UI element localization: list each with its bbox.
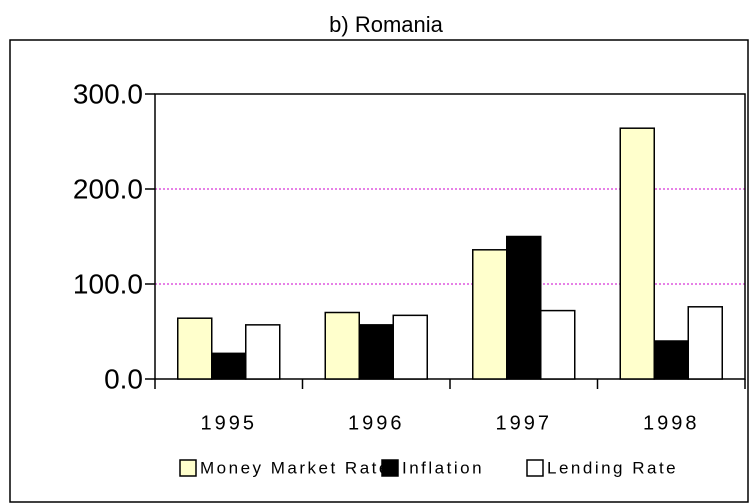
bar: [324, 311, 360, 380]
bar: [506, 235, 542, 380]
x-tick-label: 1998: [643, 412, 700, 434]
bar: [211, 352, 247, 380]
bar: [687, 306, 723, 380]
bar: [245, 324, 281, 380]
bar: [358, 324, 394, 380]
chart-title: b) Romania: [329, 12, 443, 37]
x-tick-label: 1996: [348, 412, 405, 434]
x-tick-label: 1997: [496, 412, 553, 434]
x-tick-label: 1995: [201, 412, 258, 434]
legend-swatch: [526, 459, 544, 477]
y-tick-label: 300.0: [73, 78, 143, 109]
legend-label: Inflation: [402, 458, 484, 477]
legend-swatch: [381, 459, 399, 477]
y-tick-label: 200.0: [73, 173, 143, 204]
y-tick-label: 0.0: [104, 363, 143, 394]
legend-label: Money Market Rate: [200, 458, 391, 477]
bar: [392, 314, 428, 380]
legend-label: Lending Rate: [547, 458, 678, 477]
bar: [653, 340, 689, 380]
bar: [619, 127, 655, 380]
bar: [540, 309, 576, 380]
bar: [177, 317, 213, 380]
legend-swatch: [179, 459, 197, 477]
y-tick-label: 100.0: [73, 268, 143, 299]
bar: [472, 249, 508, 380]
